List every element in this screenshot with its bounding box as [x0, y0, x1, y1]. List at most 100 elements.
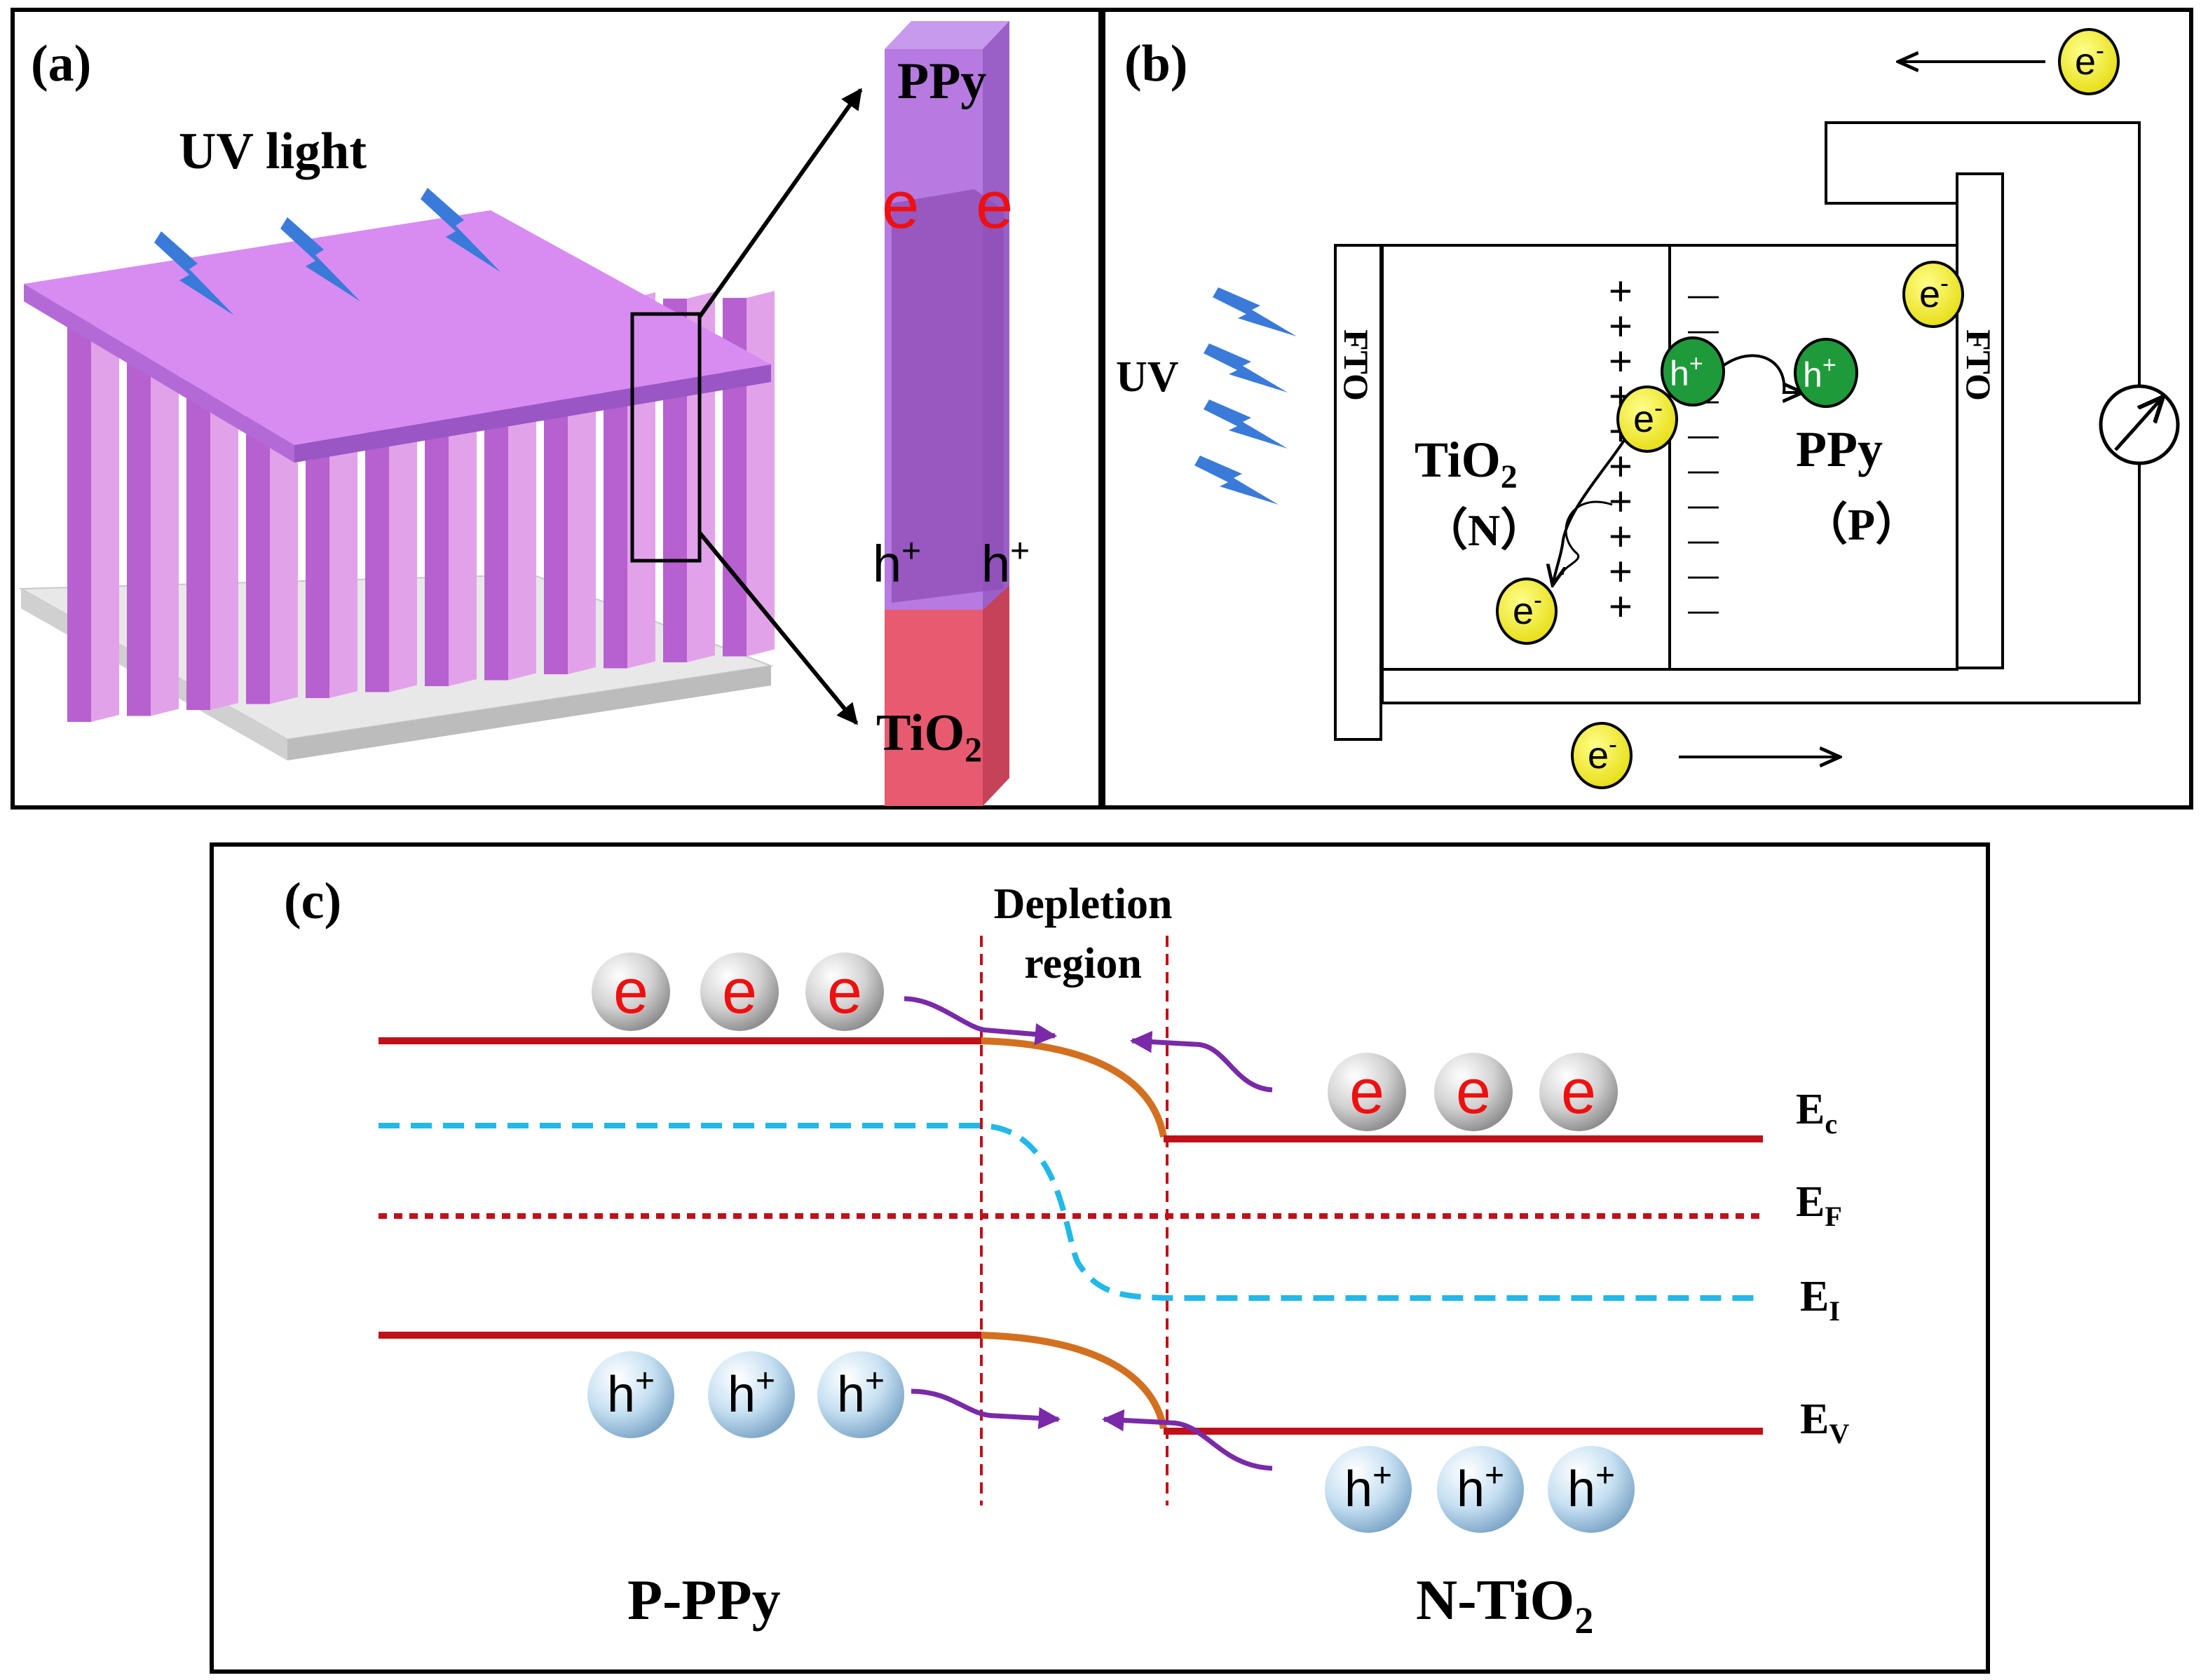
electron-carrier: e	[700, 952, 779, 1031]
electron-particle: e-	[1496, 578, 1558, 645]
hole-carrier: h+	[817, 1351, 904, 1438]
positive-charge: +	[1609, 339, 1633, 384]
external-circuit	[1381, 121, 2141, 704]
hole-carrier: h+	[708, 1351, 795, 1438]
depletion-label-line1: Depletion	[994, 880, 1173, 928]
n-tio2-label: N-TiO2	[1416, 1568, 1593, 1641]
carrier-diffusion-arrows	[904, 996, 1273, 1471]
hole-particle: h+	[1661, 336, 1725, 407]
electron-particle: e-	[2058, 28, 2120, 95]
zoomed-nanorod	[885, 21, 1009, 806]
positive-charge: +	[1609, 549, 1633, 594]
depletion-label-line2: region	[1024, 940, 1142, 988]
zoom-arrow-bottom	[697, 531, 859, 725]
conduction-band-bend	[981, 1037, 1167, 1138]
negative-charge: —	[1688, 558, 1719, 592]
hole-particle: h+	[1794, 338, 1858, 408]
tio2-label: TiO2	[876, 704, 982, 769]
svg-text:e: e	[1456, 1057, 1491, 1127]
hole-carrier: h+	[587, 1351, 674, 1438]
svg-text:h+: h+	[607, 1363, 655, 1423]
svg-text:e-: e-	[1919, 268, 1949, 315]
negative-charges: ——————————	[1688, 278, 1719, 627]
svg-text:e-: e-	[2075, 36, 2104, 83]
ei-label: EI	[1800, 1273, 1840, 1327]
electron-particle: e-	[1616, 385, 1678, 453]
svg-text:e: e	[1349, 1057, 1384, 1127]
negative-charge: —	[1688, 593, 1719, 627]
electron-label: e	[976, 168, 1013, 243]
fto-right-label: FTO	[1959, 329, 1998, 401]
fto-right-electrode	[1956, 172, 2004, 669]
electron-carrier: e	[592, 952, 670, 1031]
panel-c-label: (c)	[284, 873, 341, 930]
svg-text:h+: h+	[1344, 1457, 1392, 1517]
electron-particle: e-	[1571, 722, 1633, 789]
svg-text:e-: e-	[1588, 730, 1617, 777]
svg-text:e: e	[722, 957, 757, 1027]
ec-label: Ec	[1796, 1086, 1837, 1140]
electron-drift-arrow	[1553, 430, 1631, 585]
ppy-label: PPy	[1796, 421, 1883, 477]
valence-band-bend	[981, 1332, 1167, 1429]
svg-text:e: e	[613, 957, 648, 1027]
panel-a-label: (a)	[31, 35, 91, 93]
intrinsic-level	[379, 1123, 1763, 1301]
panel-c-frame	[210, 842, 1990, 1674]
positive-charge: +	[1609, 584, 1633, 629]
electron-carrier: e	[1434, 1053, 1513, 1131]
tio2-label: TiO2	[1415, 432, 1518, 496]
n-type-label: （N）	[1423, 505, 1545, 555]
ppy-top-layer	[24, 210, 771, 463]
ammeter-needle	[2114, 397, 2163, 451]
electron-carrier: e	[805, 952, 884, 1031]
positive-charge: +	[1609, 268, 1633, 314]
panel-b-frame	[1101, 8, 2193, 810]
svg-text:e: e	[1561, 1057, 1596, 1127]
nanorod	[67, 299, 119, 722]
panel-a: (a) UV light	[11, 8, 1103, 810]
svg-text:h+: h+	[1670, 350, 1703, 393]
hole-label: h+	[981, 533, 1030, 593]
band-carriers: e e ee e eh+ h+ h+h+ h+ h+	[587, 952, 1635, 1533]
panel-a-frame	[11, 8, 1103, 810]
positive-charges: ++++++++++	[1609, 268, 1633, 629]
ppy-label: PPy	[897, 53, 986, 110]
electron-carrier: e	[1328, 1053, 1406, 1131]
hole-transfer-arrow	[1722, 354, 1803, 392]
panel-b: (b) FTO FTO UV ++++++++++ —————————— TiO…	[1101, 8, 2193, 810]
svg-text:e: e	[827, 957, 862, 1027]
hole-carrier: h+	[1437, 1446, 1524, 1533]
svg-text:h+: h+	[1457, 1457, 1504, 1517]
negative-charge: —	[1688, 453, 1719, 487]
ef-label: EF	[1796, 1178, 1842, 1232]
svg-text:h+: h+	[1567, 1457, 1615, 1517]
panel-b-label: (b)	[1124, 35, 1187, 93]
nanorod	[127, 298, 179, 716]
positive-charge: +	[1609, 514, 1633, 559]
uv-label: UV	[1116, 353, 1179, 401]
svg-text:e-: e-	[1633, 393, 1663, 440]
panel-c: (c) Depletion region e e ee e eh+ h+ h+h+ h+ h+ …	[210, 842, 1990, 1674]
negative-charge: —	[1688, 278, 1719, 312]
negative-charge: —	[1688, 418, 1719, 452]
negative-charge: —	[1688, 488, 1719, 522]
electron-carrier: e	[1539, 1053, 1618, 1131]
positive-charge: +	[1609, 479, 1633, 524]
uv-lightning-icon	[1194, 287, 1297, 505]
positive-charge: +	[1609, 303, 1633, 349]
electron-particle: e-	[1902, 261, 1964, 328]
uv-light-label: UV light	[179, 123, 367, 180]
hole-carrier: h+	[1548, 1446, 1635, 1533]
svg-text:e-: e-	[1513, 585, 1542, 632]
hole-label: h+	[873, 533, 921, 593]
zoom-selection-box	[630, 312, 702, 563]
electron-transfer-arrow	[1562, 500, 1613, 575]
svg-text:h+: h+	[1803, 352, 1837, 395]
svg-text:h+: h+	[728, 1363, 775, 1423]
ev-label: EV	[1800, 1395, 1849, 1449]
p-type-label: （P）	[1803, 500, 1920, 549]
hole-carrier: h+	[1325, 1446, 1412, 1533]
positive-charge: +	[1609, 444, 1633, 489]
